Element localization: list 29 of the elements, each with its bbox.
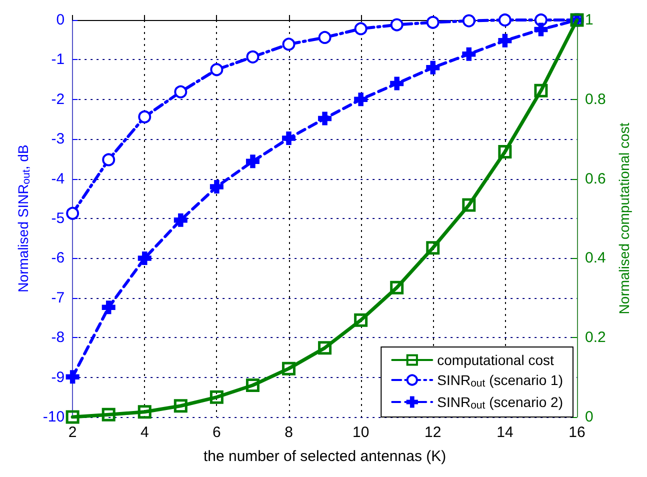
y-tick-label: 0 — [56, 12, 65, 28]
y2-tick-label: 0 — [585, 408, 594, 426]
x-tick-label: 12 — [424, 424, 442, 441]
y-tick-label: -9 — [51, 368, 65, 386]
y-axis-title: Normalised SINRout, dB — [15, 144, 32, 292]
x-tick-label: 14 — [496, 424, 514, 441]
y2-axis-title: Normalised computational cost — [616, 122, 632, 314]
y-tick-label: -4 — [51, 170, 65, 188]
y2-tick-label: 0.4 — [585, 250, 606, 267]
y-tick-label: -1 — [51, 51, 65, 68]
x-tick-label: 16 — [568, 424, 586, 441]
y-tick-label: -6 — [51, 250, 65, 267]
x-tick-label: 2 — [68, 424, 77, 441]
y-tick-label: -10 — [42, 408, 65, 426]
y-tick-label: -7 — [51, 289, 65, 306]
y-tick-label: -5 — [51, 210, 65, 227]
y2-tick-label: 0.6 — [585, 170, 606, 188]
y-tick-label: -3 — [51, 130, 65, 148]
x-tick-label: 10 — [352, 424, 370, 441]
x-tick-label: 4 — [140, 424, 149, 441]
y2-tick-label: 0.2 — [585, 329, 606, 346]
y-tick-label: -8 — [51, 329, 65, 346]
legend-label: computational cost — [437, 352, 554, 368]
y-tick-label: -2 — [51, 90, 65, 108]
x-axis-title: the number of selected antennas (K) — [203, 448, 446, 465]
y2-tick-label: 1 — [585, 12, 594, 28]
x-tick-label: 8 — [284, 424, 293, 441]
x-tick-label: 6 — [212, 424, 221, 441]
y2-tick-label: 0.8 — [585, 90, 606, 108]
